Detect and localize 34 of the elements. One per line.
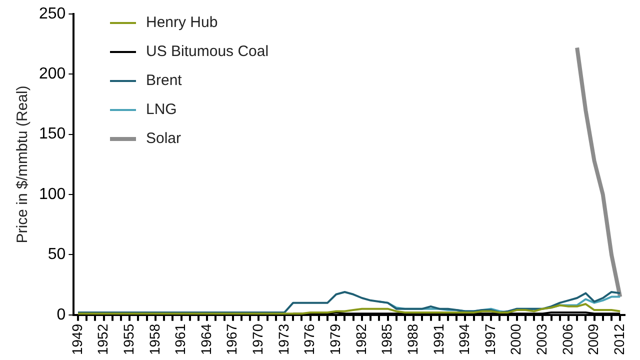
- x-tick-label: 1976: [301, 324, 318, 356]
- x-tick-label: 1991: [430, 324, 446, 356]
- x-tick-label: 1979: [326, 324, 343, 356]
- x-tick-label: 2000: [508, 324, 524, 356]
- y-axis-title: Price in $/mmbtu (Real): [14, 86, 32, 244]
- x-tick-label: 1988: [404, 324, 420, 356]
- x-tick-label: 1955: [120, 324, 136, 356]
- legend-label: US Bitumous Coal: [146, 43, 269, 60]
- legend-label: LNG: [146, 101, 177, 118]
- x-tick-label: 1949: [68, 324, 85, 356]
- x-tick-label: 1961: [172, 324, 188, 356]
- y-tick-label: 200: [38, 66, 66, 83]
- x-tick-label: 1985: [378, 324, 395, 356]
- x-tick-label: 1970: [250, 324, 266, 356]
- x-tick-label: 1958: [146, 324, 162, 356]
- x-tick-label: 1967: [224, 324, 240, 356]
- legend-label: Solar: [146, 130, 182, 147]
- x-tick-label: 2012: [610, 324, 627, 356]
- legend-label: Brent: [146, 72, 182, 89]
- x-tick-label: 1964: [198, 324, 214, 356]
- x-tick-label: 2003: [534, 324, 550, 356]
- y-tick-label: 250: [38, 5, 66, 22]
- x-tick-label: 1982: [352, 324, 369, 356]
- y-tick-label: 50: [48, 246, 66, 264]
- x-tick-label: 2009: [585, 324, 602, 356]
- y-tick-label: 100: [38, 186, 66, 203]
- x-tick-label: 1973: [275, 324, 292, 356]
- x-tick-label: 1997: [482, 324, 498, 356]
- y-tick-label: 150: [38, 126, 66, 143]
- x-tick-label: 2006: [559, 324, 576, 356]
- y-tick-label: 0: [56, 306, 66, 324]
- legend-label: Henry Hub: [146, 14, 218, 31]
- x-tick-label: 1994: [456, 324, 472, 356]
- x-tick-label: 1952: [94, 324, 111, 356]
